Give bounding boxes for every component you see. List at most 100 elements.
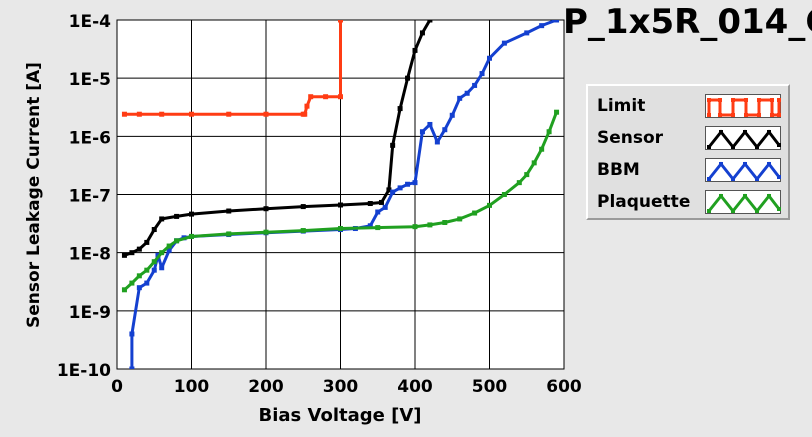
legend-marker <box>757 113 761 117</box>
data-point <box>386 187 392 193</box>
x-tick-label: 500 <box>472 377 508 397</box>
legend-marker <box>743 162 747 166</box>
data-point <box>449 112 455 118</box>
legend-item-plaquette[interactable]: Plaquette <box>588 188 788 216</box>
data-point <box>166 247 172 253</box>
legend-marker <box>755 177 759 181</box>
data-point <box>367 223 373 229</box>
legend-marker <box>770 98 774 102</box>
legend-marker <box>718 113 722 117</box>
chart-title: P_1x5R_014_C <box>563 2 812 42</box>
legend-marker <box>743 194 747 198</box>
data-point <box>464 90 470 96</box>
x-tick-label: 100 <box>174 377 210 397</box>
data-point <box>302 111 308 117</box>
data-point <box>166 243 172 249</box>
data-point <box>338 202 343 208</box>
data-point <box>405 75 411 81</box>
y-tick-label: 1E-5 <box>69 70 111 90</box>
legend-marker <box>719 162 723 166</box>
legend-marker <box>707 145 711 149</box>
data-point <box>397 185 403 191</box>
data-point <box>412 47 418 53</box>
data-point <box>524 172 530 178</box>
y-tick-label: 1E-8 <box>69 245 111 265</box>
x-tick-label: 200 <box>248 377 284 397</box>
data-point <box>129 250 135 256</box>
legend-item-limit[interactable]: Limit <box>588 92 788 120</box>
x-axis-label: Bias Voltage [V] <box>259 405 422 426</box>
legend-marker <box>731 113 735 117</box>
data-point <box>501 192 507 197</box>
x-tick-label: 300 <box>323 377 359 397</box>
data-point <box>434 139 440 145</box>
x-tick-label: 0 <box>111 377 123 397</box>
data-point <box>367 201 373 207</box>
legend-marker <box>777 113 781 117</box>
legend-marker <box>767 194 771 198</box>
data-point <box>338 94 343 100</box>
data-point <box>412 224 418 230</box>
data-point <box>159 250 165 256</box>
legend-item-sensor[interactable]: Sensor <box>588 124 788 152</box>
data-point <box>442 220 448 226</box>
data-point <box>159 265 165 271</box>
data-point <box>189 111 194 117</box>
data-point <box>226 208 232 214</box>
legend-marker <box>777 143 781 147</box>
data-point <box>151 267 157 273</box>
legend-marker <box>731 177 735 181</box>
legend-marker <box>777 175 781 179</box>
data-point <box>457 216 463 222</box>
legend-swatch-plaquette <box>705 190 781 214</box>
legend-marker <box>707 98 711 102</box>
legend-line <box>707 98 781 117</box>
legend-item-bbm[interactable]: BBM <box>588 156 788 184</box>
legend-swatch-sensor <box>705 126 781 150</box>
data-point <box>151 227 157 233</box>
data-point <box>121 287 127 293</box>
data-point <box>419 129 425 135</box>
data-point <box>189 211 194 217</box>
series-sensor <box>121 20 433 258</box>
data-point <box>308 94 314 100</box>
data-point <box>546 129 552 135</box>
data-point <box>129 280 135 286</box>
data-point <box>487 202 492 208</box>
legend-line <box>707 129 781 150</box>
data-point <box>427 222 433 228</box>
data-point <box>121 111 127 117</box>
data-point <box>136 111 142 117</box>
data-point <box>136 246 142 252</box>
data-point <box>304 103 310 109</box>
data-point <box>300 228 306 234</box>
data-point <box>136 285 142 291</box>
legend[interactable]: Limit Sensor BBM Plaquette <box>586 84 790 220</box>
data-point <box>378 199 384 205</box>
legend-label: Sensor <box>597 128 664 148</box>
data-point <box>487 55 492 61</box>
legend-line <box>707 193 781 214</box>
axis-ticks: 0 100 200 300 400 500 600 1E-10 1E-9 1E-8 1E-7 1E-6… <box>57 12 582 397</box>
legend-marker <box>777 98 781 102</box>
y-tick-label: 1E-10 <box>57 361 111 381</box>
grid-lines <box>116 19 565 370</box>
legend-label: BBM <box>597 160 640 180</box>
data-point <box>144 239 150 245</box>
data-point <box>338 226 343 232</box>
legend-label: Plaquette <box>597 192 691 212</box>
data-point <box>375 225 381 231</box>
legend-marker <box>719 194 723 198</box>
data-point <box>531 160 537 166</box>
data-point <box>338 20 343 23</box>
legend-marker <box>743 130 747 134</box>
data-point <box>427 20 433 23</box>
legend-marker <box>777 207 781 211</box>
data-point <box>554 20 560 23</box>
legend-marker <box>755 145 759 149</box>
data-point <box>539 146 545 152</box>
data-point <box>539 23 545 29</box>
data-point <box>263 111 269 117</box>
legend-marker <box>707 113 711 117</box>
